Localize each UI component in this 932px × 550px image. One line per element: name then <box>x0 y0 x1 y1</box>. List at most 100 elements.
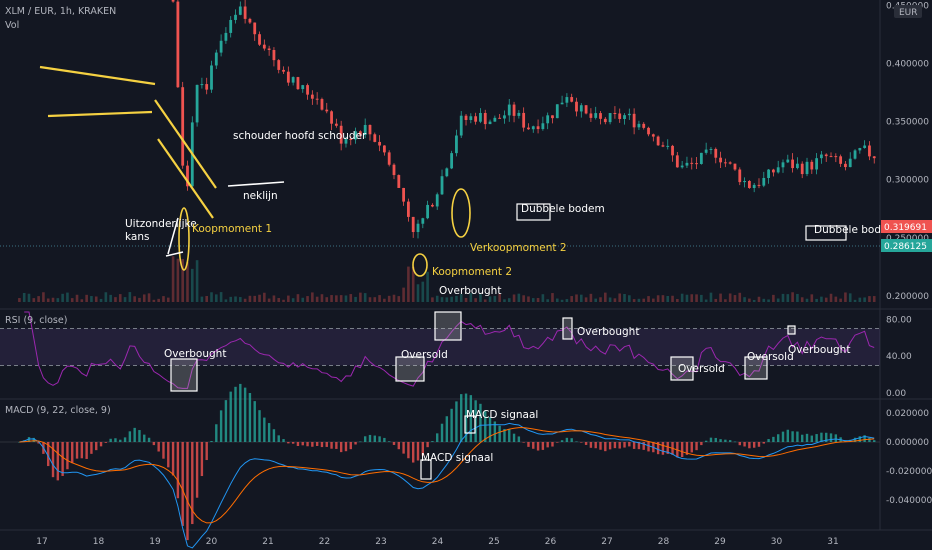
volume-bar <box>820 296 823 302</box>
macd-histogram-bar <box>474 400 477 442</box>
macd-histogram-bar <box>263 417 266 442</box>
macd-title[interactable]: MACD (9, 22, close, 9) <box>5 405 111 416</box>
volume-bar <box>748 298 751 302</box>
candle-body <box>483 112 487 125</box>
candle-body <box>464 115 468 121</box>
macd-annotation-layer: MACD signaal MACD signaal <box>420 409 538 480</box>
volume-bar <box>306 296 309 302</box>
last-price-tag <box>881 220 932 233</box>
macd-histogram-bar <box>210 440 213 442</box>
volume-bar <box>22 292 26 302</box>
volume-bar <box>661 295 665 302</box>
volume-bar <box>363 293 367 302</box>
volume-bar <box>555 298 559 302</box>
volume-bar <box>171 256 175 302</box>
volume-bar <box>757 296 761 302</box>
volume-bar <box>872 296 876 302</box>
rsi-title[interactable]: RSI (9, close) <box>5 315 67 326</box>
macd-tick-label: -0.040000 <box>886 496 932 506</box>
candle-body <box>253 22 257 35</box>
volume-bar <box>114 297 117 302</box>
volume-bar <box>239 297 242 302</box>
macd-histogram-bar <box>71 442 74 464</box>
label-rsi-overbought-2: Overbought <box>577 326 639 338</box>
volume-label[interactable]: Vol <box>5 20 19 31</box>
currency-badge[interactable] <box>894 5 922 18</box>
volume-bar <box>37 296 40 302</box>
candle-body <box>771 169 775 173</box>
macd-histogram-bar <box>66 442 69 470</box>
volume-bar <box>834 296 838 302</box>
macd-histogram-bar <box>402 442 405 454</box>
candle-body <box>421 218 425 224</box>
volume-bar <box>311 292 314 302</box>
time-axis[interactable]: 17 18 19 20 21 22 23 24 25 26 27 28 29 30 31 <box>36 537 838 547</box>
volume-bar <box>652 298 655 302</box>
volume-bar <box>51 297 55 302</box>
macd-histogram-bar <box>445 416 449 442</box>
volume-bar <box>56 298 60 302</box>
volume-bar <box>330 295 333 302</box>
candle-body <box>262 44 266 49</box>
volume-bar <box>464 297 468 302</box>
candle-body <box>354 131 357 140</box>
macd-histogram-bar <box>373 435 376 442</box>
time-tick-label: 26 <box>545 537 557 547</box>
macd-pane <box>0 383 880 549</box>
time-tick-label: 21 <box>262 537 273 547</box>
macd-histogram-bar <box>152 442 156 446</box>
volume-bar <box>647 296 650 302</box>
candle-body <box>632 113 636 128</box>
macd-histogram-bar <box>315 442 319 446</box>
candle-body <box>786 159 790 163</box>
volume-bar <box>147 293 151 302</box>
candle-body <box>459 115 463 136</box>
macd-histogram-bar <box>503 428 506 442</box>
volume-bar <box>421 281 425 302</box>
candle-body <box>440 176 444 195</box>
candle-body <box>536 126 540 130</box>
macd-histogram-bar <box>368 434 372 442</box>
price-tick-label: 0.400000 <box>886 59 929 69</box>
macd-histogram-bar <box>416 442 420 461</box>
macd-histogram-bar <box>272 429 276 442</box>
volume-bar <box>810 294 814 302</box>
macd-histogram-bar <box>551 442 554 447</box>
volume-bar <box>61 293 64 302</box>
volume-bar <box>844 292 847 302</box>
label-macd-signal-bottom: MACD signaal <box>421 452 493 464</box>
volume-bar <box>440 297 444 302</box>
currency-label[interactable]: EUR <box>899 8 918 18</box>
label-dubbele-bodem-1: Dubbele bodem <box>521 203 605 215</box>
macd-histogram-bar <box>488 417 492 442</box>
candle-body <box>349 138 353 140</box>
volume-bar <box>118 294 122 302</box>
volume-bar <box>853 299 857 302</box>
volume-bar <box>455 295 458 302</box>
volume-bar <box>445 297 449 302</box>
macd-histogram-bar <box>873 440 876 442</box>
time-tick-label: 18 <box>93 537 105 547</box>
macd-histogram-bar <box>440 423 444 442</box>
macd-histogram-bar <box>522 442 525 443</box>
macd-histogram-bar <box>234 386 237 442</box>
volume-bar <box>863 297 866 302</box>
candle-body <box>579 105 583 112</box>
volume-bar <box>402 287 405 302</box>
macd-histogram-bar <box>407 442 410 459</box>
volume-bar <box>719 293 722 302</box>
candle-body <box>498 117 502 119</box>
macd-histogram-bar <box>728 440 732 442</box>
symbol-title[interactable]: XLM / EUR, 1h, KRAKEN <box>5 6 116 17</box>
candle-body <box>210 65 213 90</box>
macd-histogram-bar <box>748 442 751 449</box>
volume-bar <box>277 297 281 302</box>
candle-body <box>455 135 458 154</box>
macd-histogram-bar <box>623 442 626 448</box>
macd-histogram-bar <box>498 425 501 442</box>
candle-body <box>704 149 708 153</box>
candle-body <box>469 116 473 121</box>
candle-body <box>176 1 180 88</box>
